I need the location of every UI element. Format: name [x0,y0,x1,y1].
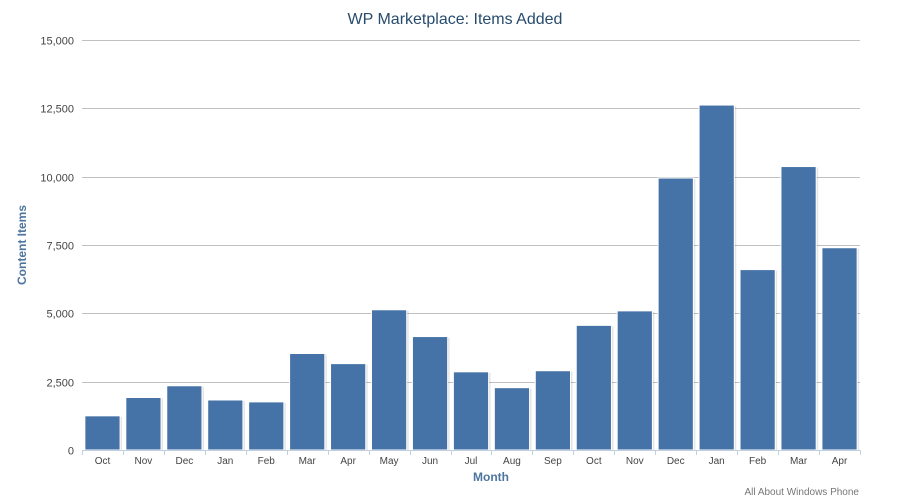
bar[interactable] [534,370,572,451]
bar[interactable] [166,385,203,451]
bar[interactable] [493,387,531,451]
bars [84,104,858,451]
bar[interactable] [248,401,285,451]
bar[interactable] [370,309,408,451]
bar[interactable] [698,104,735,451]
x-tick-label: Oct [586,456,602,467]
x-tick-marks [82,450,861,455]
bar[interactable] [780,166,817,451]
y-tick-label: 10,000 [40,173,74,185]
bar[interactable] [411,336,449,451]
x-tick-label: Dec [175,456,193,467]
x-tick-label: Sep [544,456,562,467]
x-tick-label: Apr [340,456,356,467]
x-tick-label: Dec [667,456,685,467]
chart-credit: All About Windows Phone [744,487,859,498]
x-tick-label: Feb [749,456,767,467]
y-tick-label: 7,500 [46,241,74,253]
x-tick-label: Jun [422,456,438,467]
bar[interactable] [289,353,326,451]
y-tick-label: 0 [68,446,74,458]
x-axis-label: Month [473,470,509,484]
y-tick-label: 12,500 [40,104,74,116]
x-tick-label: Aug [503,456,521,467]
x-tick-label: Mar [790,456,808,467]
x-tick-label: Nov [135,456,153,467]
bar[interactable] [821,247,858,451]
x-tick-labels: Oct Nov Dec Jan Feb Mar Apr May Jun Jul Aug Sep Oct N… [95,456,848,467]
bar[interactable] [575,324,612,451]
x-tick-label: Jan [709,456,725,467]
y-tick-label: 15,000 [40,36,74,48]
chart-title: WP Marketplace: Items Added [348,11,563,28]
bar[interactable] [207,399,244,451]
y-tick-label: 5,000 [46,309,74,321]
y-axis-label: Content Items [15,205,29,285]
y-tick-label: 2,500 [46,378,74,390]
x-tick-label: Mar [299,456,317,467]
bar[interactable] [452,371,490,451]
x-tick-label: Feb [258,456,276,467]
y-tick-labels: 0 2,500 5,000 7,500 10,000 12,500 15,000 [40,36,74,458]
bar[interactable] [84,415,121,451]
bar[interactable] [330,363,367,451]
bar[interactable] [616,310,653,451]
x-tick-label: Jan [217,456,233,467]
x-tick-label: Apr [832,456,848,467]
bar[interactable] [739,269,776,451]
x-tick-label: Oct [95,456,111,467]
x-tick-label: Nov [626,456,644,467]
x-tick-label: Jul [465,456,478,467]
bar[interactable] [657,177,694,451]
x-tick-label: May [380,456,399,467]
bar[interactable] [125,397,162,451]
